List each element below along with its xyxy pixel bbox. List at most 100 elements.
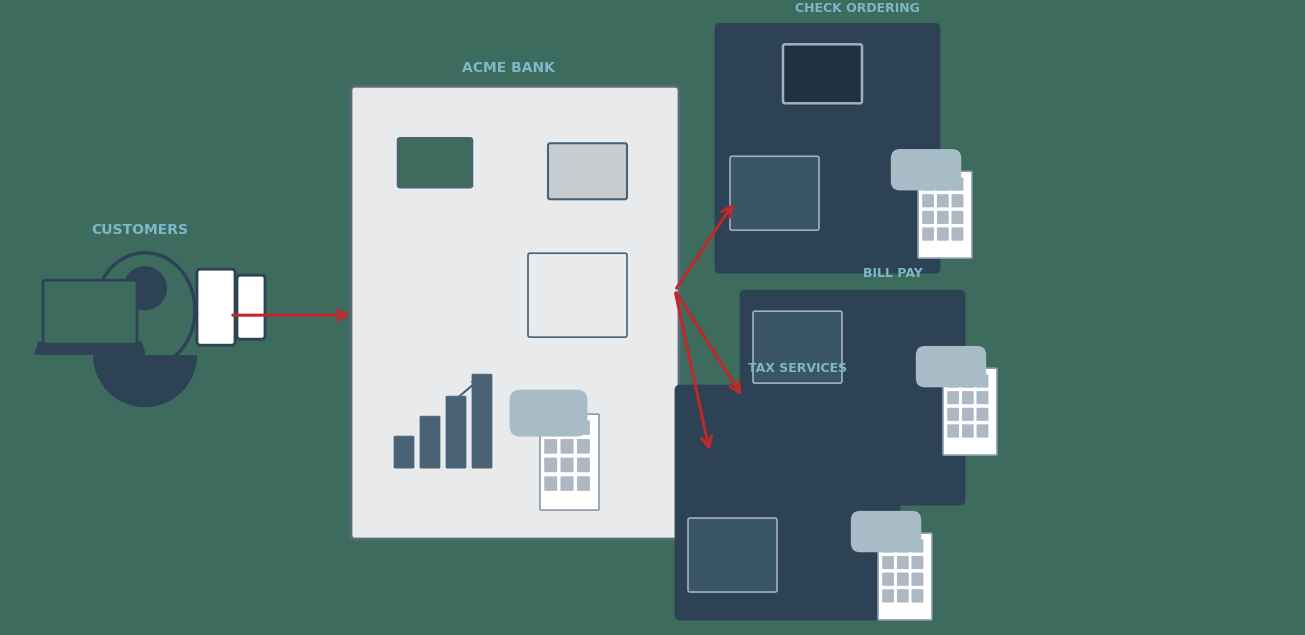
Polygon shape	[35, 342, 145, 354]
Circle shape	[770, 408, 775, 413]
FancyBboxPatch shape	[882, 589, 894, 602]
Circle shape	[765, 408, 770, 413]
FancyBboxPatch shape	[947, 391, 959, 404]
FancyBboxPatch shape	[937, 211, 949, 224]
FancyBboxPatch shape	[917, 171, 972, 258]
FancyBboxPatch shape	[197, 269, 235, 345]
FancyBboxPatch shape	[577, 477, 590, 491]
FancyBboxPatch shape	[951, 228, 963, 241]
FancyBboxPatch shape	[540, 414, 599, 510]
FancyBboxPatch shape	[548, 144, 626, 199]
FancyBboxPatch shape	[882, 540, 894, 552]
FancyBboxPatch shape	[951, 178, 963, 190]
Circle shape	[248, 326, 254, 332]
FancyBboxPatch shape	[238, 275, 265, 339]
FancyBboxPatch shape	[577, 458, 590, 472]
Circle shape	[770, 321, 775, 326]
FancyBboxPatch shape	[544, 458, 557, 472]
FancyBboxPatch shape	[912, 589, 923, 602]
Wedge shape	[93, 355, 197, 407]
FancyBboxPatch shape	[962, 375, 974, 387]
FancyBboxPatch shape	[509, 390, 587, 436]
FancyBboxPatch shape	[577, 439, 590, 453]
Circle shape	[545, 265, 551, 271]
FancyBboxPatch shape	[923, 194, 934, 207]
Circle shape	[534, 265, 539, 271]
FancyBboxPatch shape	[947, 375, 959, 387]
FancyBboxPatch shape	[937, 194, 949, 207]
FancyBboxPatch shape	[962, 408, 974, 420]
Text: ACME BANK: ACME BANK	[462, 62, 555, 76]
Circle shape	[758, 321, 763, 326]
FancyBboxPatch shape	[716, 24, 940, 272]
FancyBboxPatch shape	[561, 420, 573, 435]
FancyBboxPatch shape	[561, 439, 573, 453]
FancyBboxPatch shape	[446, 396, 466, 468]
Text: CUSTOMERS: CUSTOMERS	[91, 224, 188, 237]
FancyBboxPatch shape	[916, 346, 987, 387]
FancyBboxPatch shape	[937, 178, 949, 190]
FancyBboxPatch shape	[882, 556, 894, 569]
FancyBboxPatch shape	[729, 156, 820, 231]
Circle shape	[741, 167, 746, 172]
Circle shape	[693, 529, 698, 534]
FancyBboxPatch shape	[897, 589, 908, 602]
Circle shape	[748, 167, 753, 172]
FancyBboxPatch shape	[544, 420, 557, 435]
Text: TAX SERVICES: TAX SERVICES	[748, 362, 847, 375]
Ellipse shape	[429, 135, 448, 145]
FancyBboxPatch shape	[951, 194, 963, 207]
FancyBboxPatch shape	[43, 280, 137, 344]
FancyBboxPatch shape	[741, 291, 964, 504]
FancyBboxPatch shape	[962, 425, 974, 438]
FancyBboxPatch shape	[851, 511, 921, 552]
FancyBboxPatch shape	[529, 253, 626, 337]
FancyBboxPatch shape	[394, 436, 414, 468]
Circle shape	[539, 265, 544, 271]
FancyBboxPatch shape	[977, 425, 988, 438]
Circle shape	[779, 424, 817, 461]
FancyBboxPatch shape	[544, 439, 557, 453]
Circle shape	[736, 167, 740, 172]
FancyBboxPatch shape	[977, 408, 988, 420]
FancyBboxPatch shape	[897, 540, 908, 552]
FancyBboxPatch shape	[676, 386, 899, 619]
FancyBboxPatch shape	[753, 398, 842, 470]
FancyBboxPatch shape	[420, 416, 440, 468]
FancyBboxPatch shape	[891, 149, 962, 190]
FancyBboxPatch shape	[897, 573, 908, 585]
FancyBboxPatch shape	[783, 44, 863, 104]
FancyBboxPatch shape	[923, 211, 934, 224]
FancyBboxPatch shape	[882, 573, 894, 585]
Circle shape	[555, 283, 600, 327]
FancyBboxPatch shape	[951, 211, 963, 224]
FancyBboxPatch shape	[753, 311, 842, 383]
FancyBboxPatch shape	[977, 375, 988, 387]
Text: CHECK ORDERING: CHECK ORDERING	[795, 2, 920, 15]
FancyBboxPatch shape	[923, 228, 934, 241]
FancyBboxPatch shape	[962, 391, 974, 404]
FancyBboxPatch shape	[878, 533, 932, 620]
FancyBboxPatch shape	[923, 178, 934, 190]
Ellipse shape	[403, 135, 422, 145]
Ellipse shape	[405, 290, 459, 305]
FancyBboxPatch shape	[561, 477, 573, 491]
FancyBboxPatch shape	[912, 556, 923, 569]
Circle shape	[754, 182, 795, 221]
Circle shape	[765, 321, 770, 326]
FancyBboxPatch shape	[398, 138, 472, 187]
Circle shape	[699, 529, 705, 534]
Circle shape	[713, 544, 752, 583]
Ellipse shape	[405, 312, 459, 326]
Circle shape	[706, 529, 710, 534]
Polygon shape	[743, 463, 757, 479]
Text: BILL PAY: BILL PAY	[863, 267, 923, 279]
FancyBboxPatch shape	[912, 540, 923, 552]
FancyBboxPatch shape	[947, 408, 959, 420]
FancyBboxPatch shape	[947, 425, 959, 438]
Polygon shape	[765, 468, 795, 497]
Circle shape	[758, 408, 763, 413]
Circle shape	[211, 330, 221, 338]
Ellipse shape	[741, 451, 829, 479]
Circle shape	[779, 337, 817, 375]
